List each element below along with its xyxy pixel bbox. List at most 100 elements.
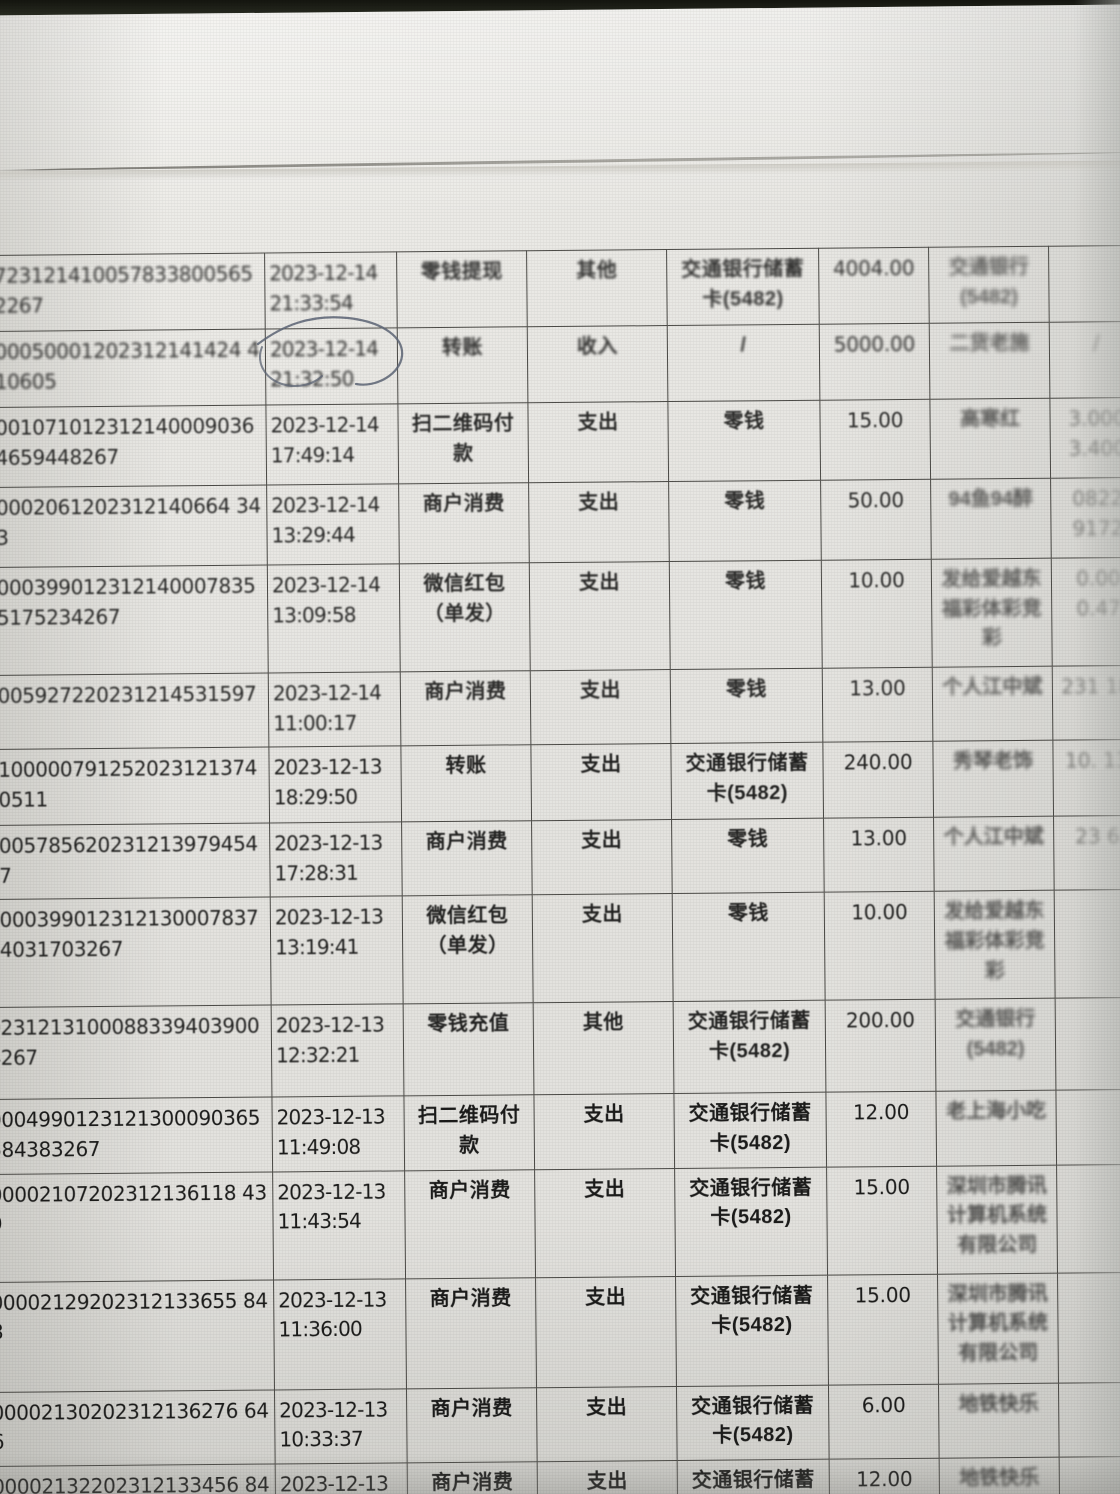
cell-order-number: 2000592722023121453159733 [0,673,269,750]
cell-datetime: 2023-12-13 12:32:21 [271,1004,404,1098]
cell-transaction-type: 商户消费 [407,1461,538,1494]
cell-transaction-type: 微信红包（单发） [399,562,531,672]
cell-datetime: 2023-12-13 11:49:08 [271,1096,405,1172]
table-row: 200002061202312140664 34443 2023-12-14 13:… [0,477,1120,568]
cell-transaction-type: 扫二维码付款 [397,402,529,484]
cell-transaction-type: 商户消费 [406,1387,538,1463]
cell-income-expense: 支出 [536,1386,678,1462]
cell-amount: 240.00 [822,741,934,819]
cell-counterparty: 发给爱越东福彩体彩竞彩 [934,890,1056,1000]
statement-table-wrapper: 20723121410057833800565592267 2023-12-14 2… [0,245,1120,1494]
cell-transaction-type: 商户消费 [401,820,533,897]
cell-amount: 13.00 [823,817,935,893]
statement-table: 20723121410057833800565592267 2023-12-14 2… [0,245,1120,1494]
cell-income-expense: 支出 [533,1093,675,1170]
cell-payment-method: 交通银行储蓄卡(5482) [677,1458,830,1494]
cell-datetime: 2023-12-13 13:19:41 [270,896,404,1006]
cell-order-number: 10000399012312130007837124031703267 [0,897,272,1009]
cell-amount: 4004.00 [818,247,930,325]
cell-payment-method: / [667,324,820,402]
cell-counterparty: 地铁快乐 [939,1456,1060,1494]
cell-payment-method: 零钱 [667,400,821,482]
cell-overflow: / [1049,321,1120,399]
cell-overflow: 10. 13. [1052,739,1120,817]
table-row: 20005785620231213979454807 2023-12-13 17:2… [0,815,1120,901]
cell-order-number: 100002129202312133655 8478 [0,1279,275,1393]
table-row: 2000592722023121453159733 2023-12-14 11:00… [0,665,1120,750]
cell-counterparty: 发给爱越东福彩体彩竞彩 [931,558,1053,668]
cell-amount: 13.00 [822,667,933,743]
cell-order-number: 100002107202312136118 4379 [0,1171,274,1283]
cell-amount: 15.00 [826,1165,938,1275]
cell-transaction-type: 商户消费 [400,670,531,747]
cell-income-expense: 其他 [533,1001,674,1096]
cell-counterparty: 老上海小吃 [935,1090,1057,1166]
cell-income-expense: 支出 [530,669,671,745]
cell-transaction-type: 转账 [397,326,528,404]
cell-counterparty: 个人江中斌 [933,816,1055,892]
cell-overflow [1048,245,1120,323]
cell-counterparty: 二货老施 [929,322,1050,400]
cell-income-expense: 支出 [531,819,673,896]
cell-amount: 5000.00 [819,323,930,401]
cell-amount: 10.00 [824,891,936,1001]
cell-order-number: 100002132202312133456 8460 [0,1463,276,1494]
cell-order-number: 20005785620231213979454807 [0,823,271,901]
cell-overflow: 0.00 0.47 [1051,557,1120,667]
cell-transaction-type: 转账 [400,744,532,823]
cell-datetime: 2023-12-1308:33:59 [275,1462,408,1494]
cell-overflow: 23 6. [1053,815,1120,891]
cell-overflow [1055,997,1120,1091]
table-row: 10000399012312130007837124031703267 2023-… [0,889,1120,1009]
paper-fold-shadow [0,160,1120,182]
cell-datetime: 2023-12-13 10:33:37 [274,1388,408,1464]
cell-counterparty: 个人江中斌 [932,666,1053,742]
cell-counterparty: 深圳市腾讯计算机系统有限公司 [936,1164,1058,1274]
cell-counterparty: 高寒红 [929,398,1051,480]
cell-order-number: 20723121410057833800565592267 [0,253,266,332]
cell-overflow: 0822 9172 [1050,477,1120,559]
cell-counterparty: 交通银行(5482) [928,246,1050,324]
cell-datetime: 2023-12-13 18:29:50 [268,746,402,824]
table-row: 100002130202312136276 6406 2023-12-13 10:3… [0,1381,1120,1467]
table-row: 10004990123121300090365 7584383267 2023-1… [0,1089,1120,1175]
table-row: 10001071012312140009036174659448267 2023-… [0,397,1120,488]
cell-order-number: 100002130202312136276 6406 [0,1389,276,1467]
cell-overflow [1059,1456,1120,1494]
cell-overflow [1055,1089,1120,1165]
cell-amount: 50.00 [820,479,932,561]
cell-overflow: 231 18. [1052,665,1120,741]
cell-payment-method: 零钱 [669,560,823,670]
cell-order-number: 200002061202312140664 34443 [0,485,268,568]
cell-payment-method: 零钱 [672,892,826,1002]
cell-payment-method: 交通银行储蓄卡(5482) [676,1384,830,1461]
cell-income-expense: 收入 [527,325,668,403]
cell-order-number: 1023121310008833940390094267 [0,1005,272,1101]
cell-income-expense: 支出 [530,743,672,821]
cell-counterparty: 94鱼94醉 [930,478,1052,560]
cell-amount: 12.00 [829,1457,940,1494]
cell-datetime: 2023-12-14 17:49:14 [265,403,399,486]
table-row: 20723121410057833800565592267 2023-12-14 2… [0,245,1120,332]
cell-income-expense: 支出 [532,893,674,1004]
cell-transaction-type: 零钱提现 [396,250,528,328]
cell-transaction-type: 微信红包（单发） [402,895,534,1005]
cell-amount: 15.00 [827,1273,939,1385]
cell-amount: 200.00 [825,999,936,1093]
cell-datetime: 2023-12-14 21:33:54 [264,251,398,330]
table-row: 1023121310008833940390094267 2023-12-13 12… [0,997,1120,1101]
cell-payment-method: 交通银行储蓄卡(5482) [673,1092,827,1169]
cell-overflow [1054,889,1120,999]
cell-datetime: 2023-12-13 11:43:54 [272,1170,406,1280]
cell-overflow [1058,1381,1120,1457]
cell-amount: 10.00 [821,559,933,669]
table-row: 30100000791252023121374620511 2023-12-13 1… [0,739,1120,826]
cell-income-expense: 支出 [535,1276,677,1388]
cell-transaction-type: 扫二维码付款 [403,1095,535,1171]
cell-income-expense: 支出 [537,1460,678,1494]
cell-datetime: 2023-12-14 13:09:58 [267,563,401,674]
cell-datetime: 2023-12-14 11:00:17 [268,671,401,748]
cell-transaction-type: 商户消费 [405,1277,537,1389]
cell-datetime: 2023-12-14 13:29:44 [266,483,400,566]
